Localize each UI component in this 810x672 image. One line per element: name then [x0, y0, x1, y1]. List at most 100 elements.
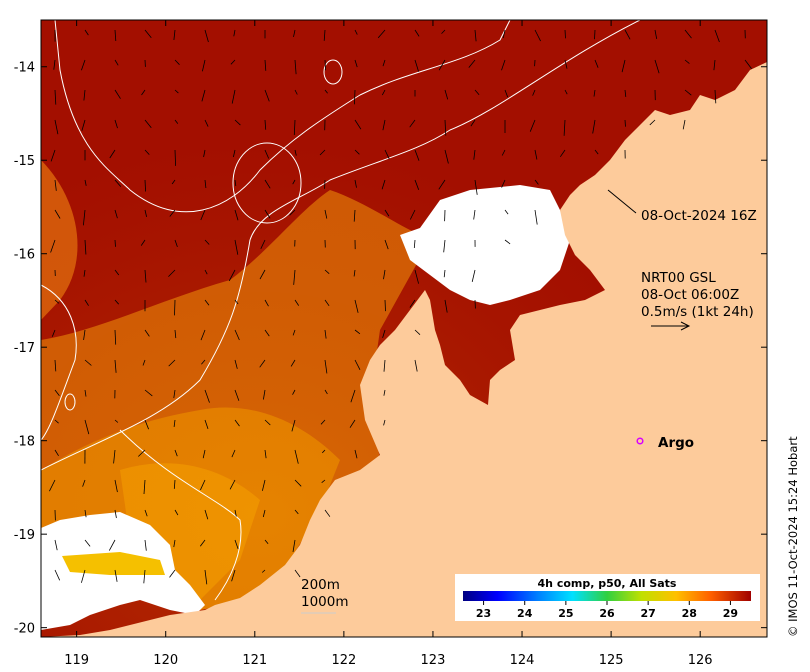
australia-land	[41, 62, 767, 637]
current-vector	[231, 449, 236, 458]
current-vector	[441, 29, 446, 34]
colorbar-tick-label: 28	[682, 607, 697, 620]
current-vector	[84, 239, 87, 255]
current-vector	[324, 329, 327, 339]
colorbar-tick-label: 25	[558, 607, 573, 620]
current-vector	[383, 269, 386, 280]
current-vector	[168, 359, 176, 367]
current-vector	[114, 419, 119, 423]
current-vector	[234, 509, 237, 517]
current-vector	[264, 419, 271, 426]
current-vector	[144, 389, 153, 397]
colorbar-title: 4h comp, p50, All Sats	[538, 577, 677, 590]
current-vector	[114, 59, 119, 66]
current-vector	[114, 89, 121, 99]
current-vector	[354, 359, 361, 370]
current-vector	[51, 329, 56, 337]
current-vector	[294, 59, 297, 75]
current-vector	[144, 269, 147, 283]
current-vector	[144, 29, 152, 39]
current-vector	[294, 449, 299, 464]
current-vector	[171, 179, 176, 185]
current-vector	[54, 209, 61, 219]
argo-label: Argo	[658, 435, 694, 451]
current-vector	[204, 509, 209, 520]
current-vector	[84, 179, 87, 186]
current-vector	[114, 269, 120, 276]
current-vector	[83, 89, 86, 101]
current-vector	[54, 89, 57, 105]
colorbar: 4h comp, p50, All Sats 23 24 25 26 27 28 29	[455, 574, 760, 621]
current-vector	[264, 539, 269, 544]
current-vector	[684, 59, 690, 64]
current-vector	[382, 329, 386, 339]
y-tick-label: -14	[14, 61, 35, 76]
current-vector	[114, 479, 118, 493]
current-vector	[81, 569, 86, 583]
current-vector	[382, 59, 386, 67]
current-vector	[294, 299, 300, 306]
current-vector	[233, 29, 236, 37]
current-vector	[174, 329, 177, 339]
current-vector	[624, 119, 626, 127]
current-vector	[262, 479, 266, 491]
current-vector	[203, 149, 206, 158]
current-vector	[292, 179, 296, 185]
current-vector	[50, 149, 56, 162]
current-vector	[381, 89, 386, 96]
current-vector	[204, 179, 207, 189]
current-time-label: 08-Oct 06:00Z	[641, 287, 739, 303]
current-vector	[563, 119, 566, 136]
x-tick-label: 119	[64, 653, 89, 668]
current-vector	[144, 329, 150, 337]
current-vector	[532, 89, 536, 96]
cloud-mask-kimberley	[400, 185, 570, 305]
current-vector	[354, 89, 356, 105]
current-vector	[204, 239, 210, 245]
current-vector	[114, 569, 118, 582]
current-vector	[82, 479, 86, 487]
current-vector	[263, 389, 266, 400]
current-vector	[324, 389, 328, 395]
current-vector	[714, 29, 720, 43]
current-vector	[231, 569, 236, 582]
colorbar-tick-label: 27	[640, 607, 655, 620]
current-vector	[564, 29, 566, 39]
current-vector	[594, 29, 596, 40]
current-vector	[174, 89, 179, 94]
current-vector	[84, 509, 87, 518]
current-scale-arrow	[651, 321, 691, 331]
current-vector	[501, 179, 506, 188]
current-vector	[593, 89, 596, 97]
current-vector	[384, 239, 389, 250]
current-vector	[234, 179, 237, 187]
current-vector	[504, 89, 509, 98]
current-vector	[294, 89, 298, 95]
current-vector	[353, 209, 356, 222]
current-vector	[322, 449, 326, 454]
current-vector	[473, 209, 476, 220]
current-vector	[264, 179, 271, 189]
current-vector	[204, 389, 210, 403]
y-tick-label: -17	[14, 341, 35, 356]
current-vector	[443, 269, 446, 278]
current-vector	[54, 359, 57, 372]
current-vector	[444, 89, 449, 100]
current-vector	[54, 299, 60, 304]
current-vector	[264, 209, 271, 219]
current-vector	[84, 359, 92, 366]
current-vector	[143, 479, 146, 495]
current-vector	[84, 29, 89, 36]
current-vector	[84, 539, 91, 547]
current-vector	[654, 29, 658, 39]
current-vector	[174, 239, 178, 248]
current-vector	[140, 239, 146, 246]
current-vector	[83, 269, 86, 277]
current-vector	[231, 89, 236, 104]
current-vector	[350, 389, 356, 403]
current-vector	[230, 59, 236, 65]
current-vector	[354, 119, 362, 130]
colorbar-tick-label: 26	[599, 607, 615, 620]
current-vector	[624, 89, 627, 97]
